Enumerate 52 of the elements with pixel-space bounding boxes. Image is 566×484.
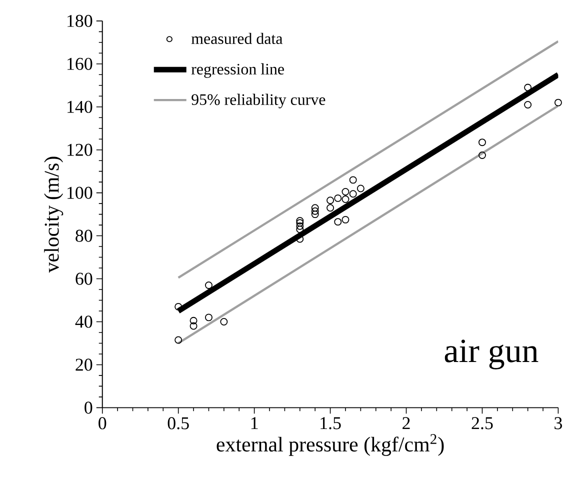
point xyxy=(190,322,198,330)
point xyxy=(334,218,342,226)
point xyxy=(524,100,532,108)
point xyxy=(296,225,304,233)
point xyxy=(554,98,562,106)
point xyxy=(296,222,304,230)
y-tick-label: 120 xyxy=(68,144,92,156)
point xyxy=(478,138,486,146)
y-tick-label: 100 xyxy=(68,186,92,199)
point xyxy=(326,196,334,204)
point xyxy=(174,336,182,344)
point xyxy=(296,218,304,226)
point xyxy=(326,204,334,212)
y-tick-label: 180 xyxy=(68,14,92,27)
point xyxy=(174,302,182,310)
point xyxy=(342,188,350,196)
y-tick-label: 60 xyxy=(76,272,92,285)
point xyxy=(296,216,304,224)
legend-label: measured data xyxy=(191,32,283,44)
point xyxy=(190,316,198,324)
point xyxy=(204,281,212,289)
point xyxy=(204,313,212,321)
point xyxy=(311,207,319,215)
point xyxy=(311,210,319,218)
legend-label: regression line xyxy=(191,63,284,78)
annotation: air gun xyxy=(444,339,538,370)
x-axis-title: external pressure (kgf/cm$^{2}$) xyxy=(216,434,444,456)
point xyxy=(311,204,319,212)
x-tick-label: 0.5 xyxy=(168,416,189,430)
legend-label: 95% reliability curve xyxy=(192,94,326,108)
y-tick-label: 140 xyxy=(68,100,92,113)
x-tick-label: 1.5 xyxy=(320,416,341,430)
y-axis-title: velocity (m/s) xyxy=(44,156,64,273)
point xyxy=(349,190,357,198)
y-tick-label: 160 xyxy=(68,58,92,70)
point xyxy=(334,194,342,202)
y-tick-label: 0 xyxy=(84,401,92,414)
x-tick-label: 0 xyxy=(98,416,106,430)
point xyxy=(356,184,364,192)
point xyxy=(342,195,350,203)
point xyxy=(524,84,532,92)
y-tick-label: 80 xyxy=(76,230,92,242)
point xyxy=(349,176,357,184)
point xyxy=(220,318,228,326)
x-tick-label: 1 xyxy=(251,416,258,429)
y-tick-label: 40 xyxy=(75,315,92,328)
x-tick-label: 3 xyxy=(554,416,562,430)
point xyxy=(342,216,350,224)
x-tick-label: 2.5 xyxy=(472,416,493,430)
point xyxy=(478,151,486,159)
y-tick-label: 20 xyxy=(76,358,92,371)
x-tick-label: 2 xyxy=(402,416,410,429)
